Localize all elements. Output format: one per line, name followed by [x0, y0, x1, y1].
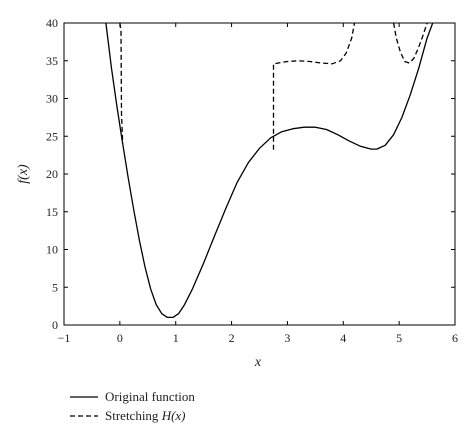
y-tick-label: 20	[46, 167, 58, 181]
x-tick-label: 0	[117, 331, 123, 345]
x-tick-label: 6	[452, 331, 458, 345]
x-axis-ticks: −1 0 1 2 3 4 5 6	[58, 23, 458, 345]
legend-label-stretching-prefix: Stretching	[105, 408, 162, 423]
x-tick-label: 4	[340, 331, 346, 345]
y-axis-ticks: 0 5 10 15 20 25 30 35 40	[46, 16, 455, 332]
y-tick-label: 10	[46, 243, 58, 257]
x-tick-label: 3	[284, 331, 290, 345]
x-tick-label: 2	[229, 331, 235, 345]
y-tick-label: 5	[52, 280, 58, 294]
y-tick-label: 30	[46, 92, 58, 106]
y-tick-label: 35	[46, 54, 58, 68]
x-tick-label: 1	[173, 331, 179, 345]
x-axis-label: x	[254, 355, 262, 370]
plot-frame	[63, 22, 456, 326]
y-axis-label: f(x)	[16, 164, 31, 184]
series-line-stretching	[272, 22, 356, 150]
legend-label-stretching-var: H(x)	[161, 408, 186, 423]
series-layer	[105, 22, 434, 319]
legend: Original function Stretching H(x)	[70, 389, 195, 423]
series-line-stretching	[119, 22, 124, 144]
series-line-original	[105, 22, 434, 319]
legend-label-original: Original function	[105, 389, 195, 404]
y-tick-label: 15	[46, 205, 58, 219]
legend-label-stretching: Stretching H(x)	[105, 408, 186, 423]
y-tick-label: 40	[46, 16, 58, 30]
series-line-stretching	[392, 22, 428, 64]
x-tick-label: −1	[58, 331, 71, 345]
x-tick-label: 5	[396, 331, 402, 345]
y-tick-label: 25	[46, 129, 58, 143]
y-tick-label: 0	[52, 318, 58, 332]
